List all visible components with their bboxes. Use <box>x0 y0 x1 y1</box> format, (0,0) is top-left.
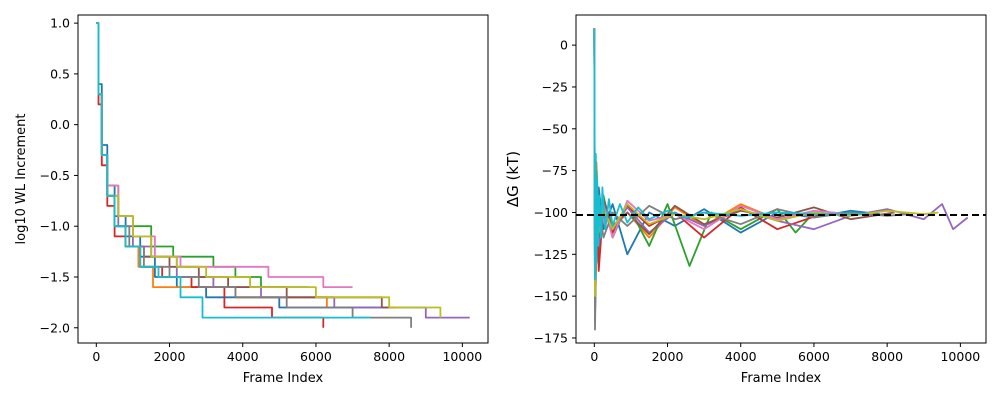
left-y-tick-label: 0.5 <box>50 66 70 81</box>
left-y-tick-label: −0.5 <box>40 168 70 183</box>
left-x-tick-label: 6000 <box>300 349 332 364</box>
left-y-tick-label: −2.0 <box>40 320 70 335</box>
right-y-ticks: 0 −25 −50 −75 −100 −125 −150 −175 <box>534 38 576 345</box>
right-y-axis-label: ΔG (kT) <box>504 151 522 207</box>
right-x-axis-label: Frame Index <box>741 371 822 386</box>
right-axes-frame <box>575 14 987 344</box>
right-y-tick-label: −75 <box>542 163 568 178</box>
right-x-tick-label: 0 <box>590 349 598 364</box>
left-x-tick-label: 8000 <box>373 349 405 364</box>
right-y-tick-label: −100 <box>534 205 568 220</box>
right-series-layer <box>593 28 969 331</box>
right-chart-panel: 0 2000 4000 6000 8000 10000 0 −25 −50 −75 −100 −12… <box>504 14 987 386</box>
left-x-axis-label: Frame Index <box>243 371 324 386</box>
right-x-tick-label: 2000 <box>652 349 684 364</box>
left-chart-panel: 0 2000 4000 6000 8000 10000 1.0 0.5 0.0 −0.5 −1.0… <box>14 14 489 386</box>
left-y-tick-label: −1.5 <box>40 269 70 284</box>
left-x-ticks: 0 2000 4000 6000 8000 10000 <box>92 343 482 364</box>
left-y-ticks: 1.0 0.5 0.0 −0.5 −1.0 −1.5 −2.0 <box>40 16 78 335</box>
right-y-tick-label: −50 <box>542 121 568 136</box>
left-series-line-10 <box>96 22 371 319</box>
right-x-tick-label: 6000 <box>798 349 830 364</box>
right-y-tick-label: −175 <box>534 330 568 345</box>
right-x-tick-label: 8000 <box>871 349 903 364</box>
left-x-tick-label: 10000 <box>442 349 482 364</box>
left-y-tick-label: 1.0 <box>50 16 70 31</box>
right-x-tick-label: 10000 <box>940 349 980 364</box>
right-y-tick-label: −125 <box>534 247 568 262</box>
right-x-tick-label: 4000 <box>725 349 757 364</box>
right-x-ticks: 0 2000 4000 6000 8000 10000 <box>590 343 980 364</box>
left-y-tick-label: −1.0 <box>40 219 70 234</box>
left-series-layer <box>96 22 470 328</box>
left-x-tick-label: 0 <box>92 349 100 364</box>
right-series-line-10 <box>593 28 869 281</box>
left-y-tick-label: 0.0 <box>50 117 70 132</box>
right-y-tick-label: −150 <box>534 289 568 304</box>
right-y-tick-label: −25 <box>542 79 568 94</box>
right-y-tick-label: 0 <box>560 38 568 53</box>
left-x-tick-label: 4000 <box>227 349 259 364</box>
left-x-tick-label: 2000 <box>154 349 186 364</box>
left-y-axis-label: log10 WL Increment <box>14 114 29 245</box>
left-axes-frame <box>77 14 489 344</box>
